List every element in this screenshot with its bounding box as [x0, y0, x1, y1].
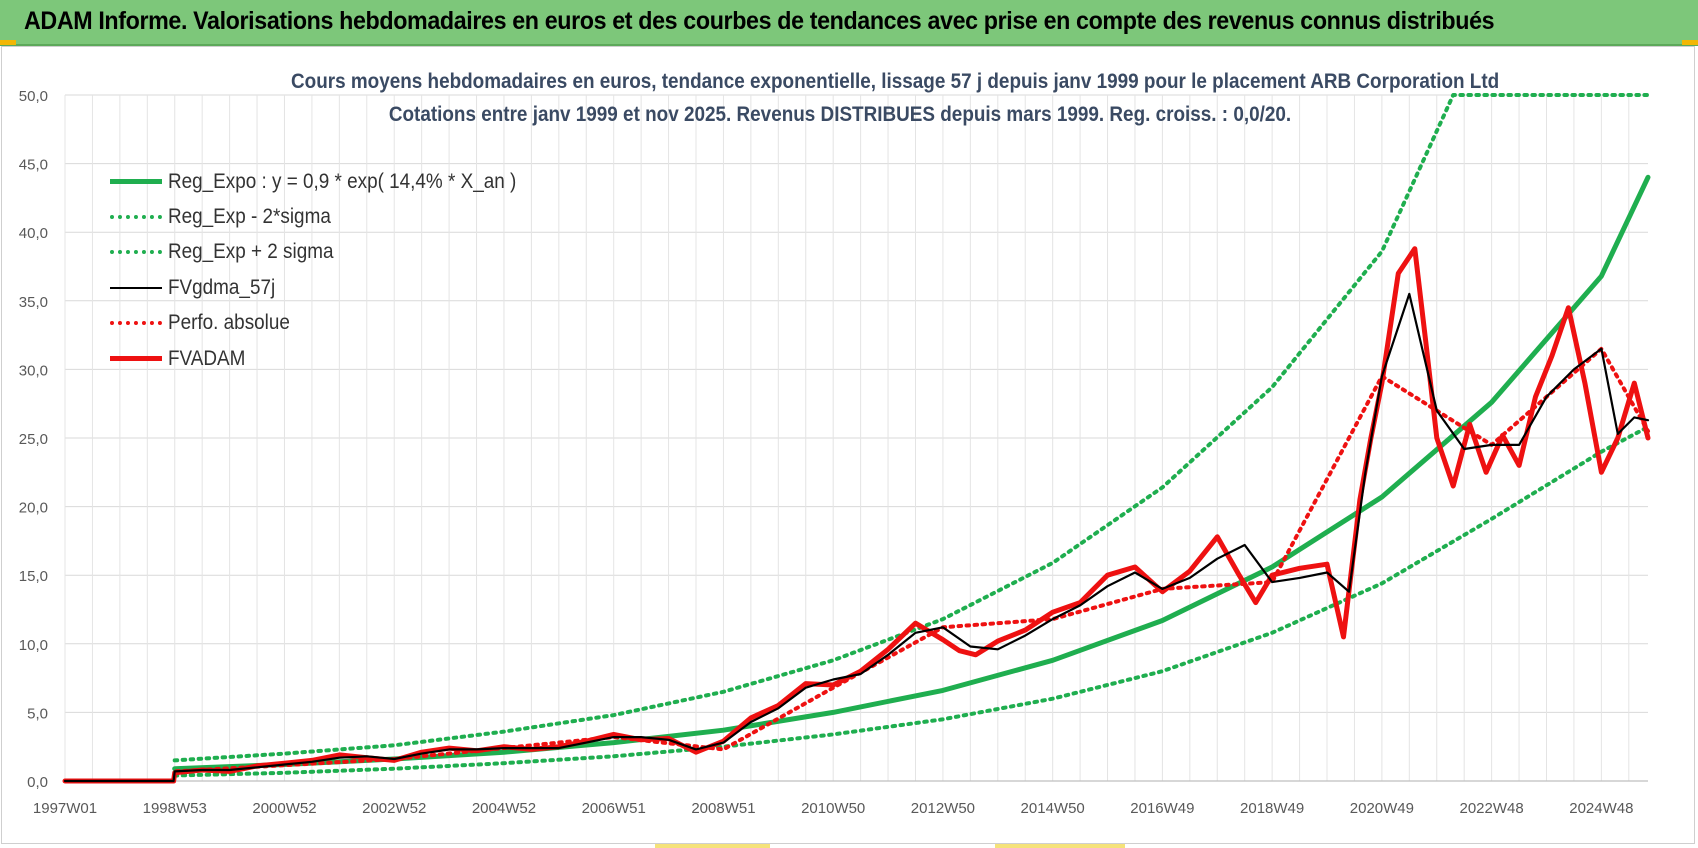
- sheet-tab-marker: [995, 844, 1125, 848]
- y-tick-label: 40,0: [19, 225, 48, 242]
- corner-marker-left: [0, 40, 16, 45]
- x-tick-label: 2012W50: [911, 800, 975, 817]
- legend-item: Perfo. absolue: [110, 306, 555, 341]
- y-tick-label: 45,0: [19, 157, 48, 174]
- legend-swatch: [110, 321, 162, 326]
- chart-legend: Reg_Expo : y = 0,9 * exp( 14,4% * X_an )…: [110, 164, 555, 376]
- legend-swatch: [110, 215, 162, 220]
- corner-marker-right: [1682, 40, 1698, 45]
- legend-item: Reg_Expo : y = 0,9 * exp( 14,4% * X_an ): [110, 164, 555, 199]
- series-line-2: [172, 93, 1650, 763]
- series-line-5: [62, 246, 1651, 784]
- x-tick-label: 2002W52: [362, 800, 426, 817]
- legend-label: Perfo. absolue: [168, 311, 290, 335]
- header-title: ADAM Informe. Valorisations hebdomadaire…: [24, 7, 1495, 35]
- chart-frame: [1, 46, 1695, 844]
- x-tick-label: 2004W52: [472, 800, 536, 817]
- y-tick-label: 20,0: [19, 500, 48, 517]
- x-tick-label: 2000W52: [252, 800, 316, 817]
- x-tick-label: 2010W50: [801, 800, 865, 817]
- y-tick-label: 10,0: [19, 637, 48, 654]
- legend-item: FVgdma_57j: [110, 270, 555, 305]
- legend-swatch: [110, 286, 162, 289]
- x-tick-label: 1998W53: [143, 800, 207, 817]
- legend-label: FVgdma_57j: [168, 275, 276, 299]
- legend-item: FVADAM: [110, 341, 555, 376]
- legend-swatch: [110, 179, 162, 185]
- legend-swatch: [110, 356, 162, 362]
- x-tick-label: 2024W48: [1569, 800, 1633, 817]
- y-tick-label: 5,0: [27, 705, 48, 722]
- legend-label: Reg_Expo : y = 0,9 * exp( 14,4% * X_an ): [168, 169, 517, 193]
- y-tick-label: 50,0: [19, 88, 48, 105]
- legend-label: Reg_Exp + 2 sigma: [168, 240, 334, 264]
- x-tick-label: 2008W51: [691, 800, 755, 817]
- x-tick-label: 1997W01: [33, 800, 97, 817]
- x-tick-label: 2016W49: [1130, 800, 1194, 817]
- x-tick-label: 2022W48: [1460, 800, 1524, 817]
- y-tick-label: 0,0: [27, 774, 48, 791]
- series-line-1: [172, 425, 1650, 778]
- x-tick-label: 2006W51: [582, 800, 646, 817]
- legend-item: Reg_Exp - 2*sigma: [110, 199, 555, 234]
- y-tick-label: 30,0: [19, 362, 48, 379]
- header-banner: ADAM Informe. Valorisations hebdomadaire…: [0, 0, 1698, 46]
- x-tick-label: 2020W49: [1350, 800, 1414, 817]
- y-tick-label: 25,0: [19, 431, 48, 448]
- legend-label: Reg_Exp - 2*sigma: [168, 205, 331, 229]
- y-tick-label: 15,0: [19, 568, 48, 585]
- series-line-3: [63, 292, 1650, 783]
- legend-swatch: [110, 250, 162, 255]
- sheet-tab-marker: [655, 844, 770, 848]
- x-tick-label: 2018W49: [1240, 800, 1304, 817]
- chart-title-line1: Cours moyens hebdomadaires en euros, ten…: [291, 70, 1500, 93]
- x-tick-label: 2014W50: [1021, 800, 1085, 817]
- chart-title-line2: Cotations entre janv 1999 et nov 2025. R…: [388, 103, 1292, 126]
- legend-label: FVADAM: [168, 346, 246, 370]
- y-tick-label: 35,0: [19, 294, 48, 311]
- legend-item: Reg_Exp + 2 sigma: [110, 235, 555, 270]
